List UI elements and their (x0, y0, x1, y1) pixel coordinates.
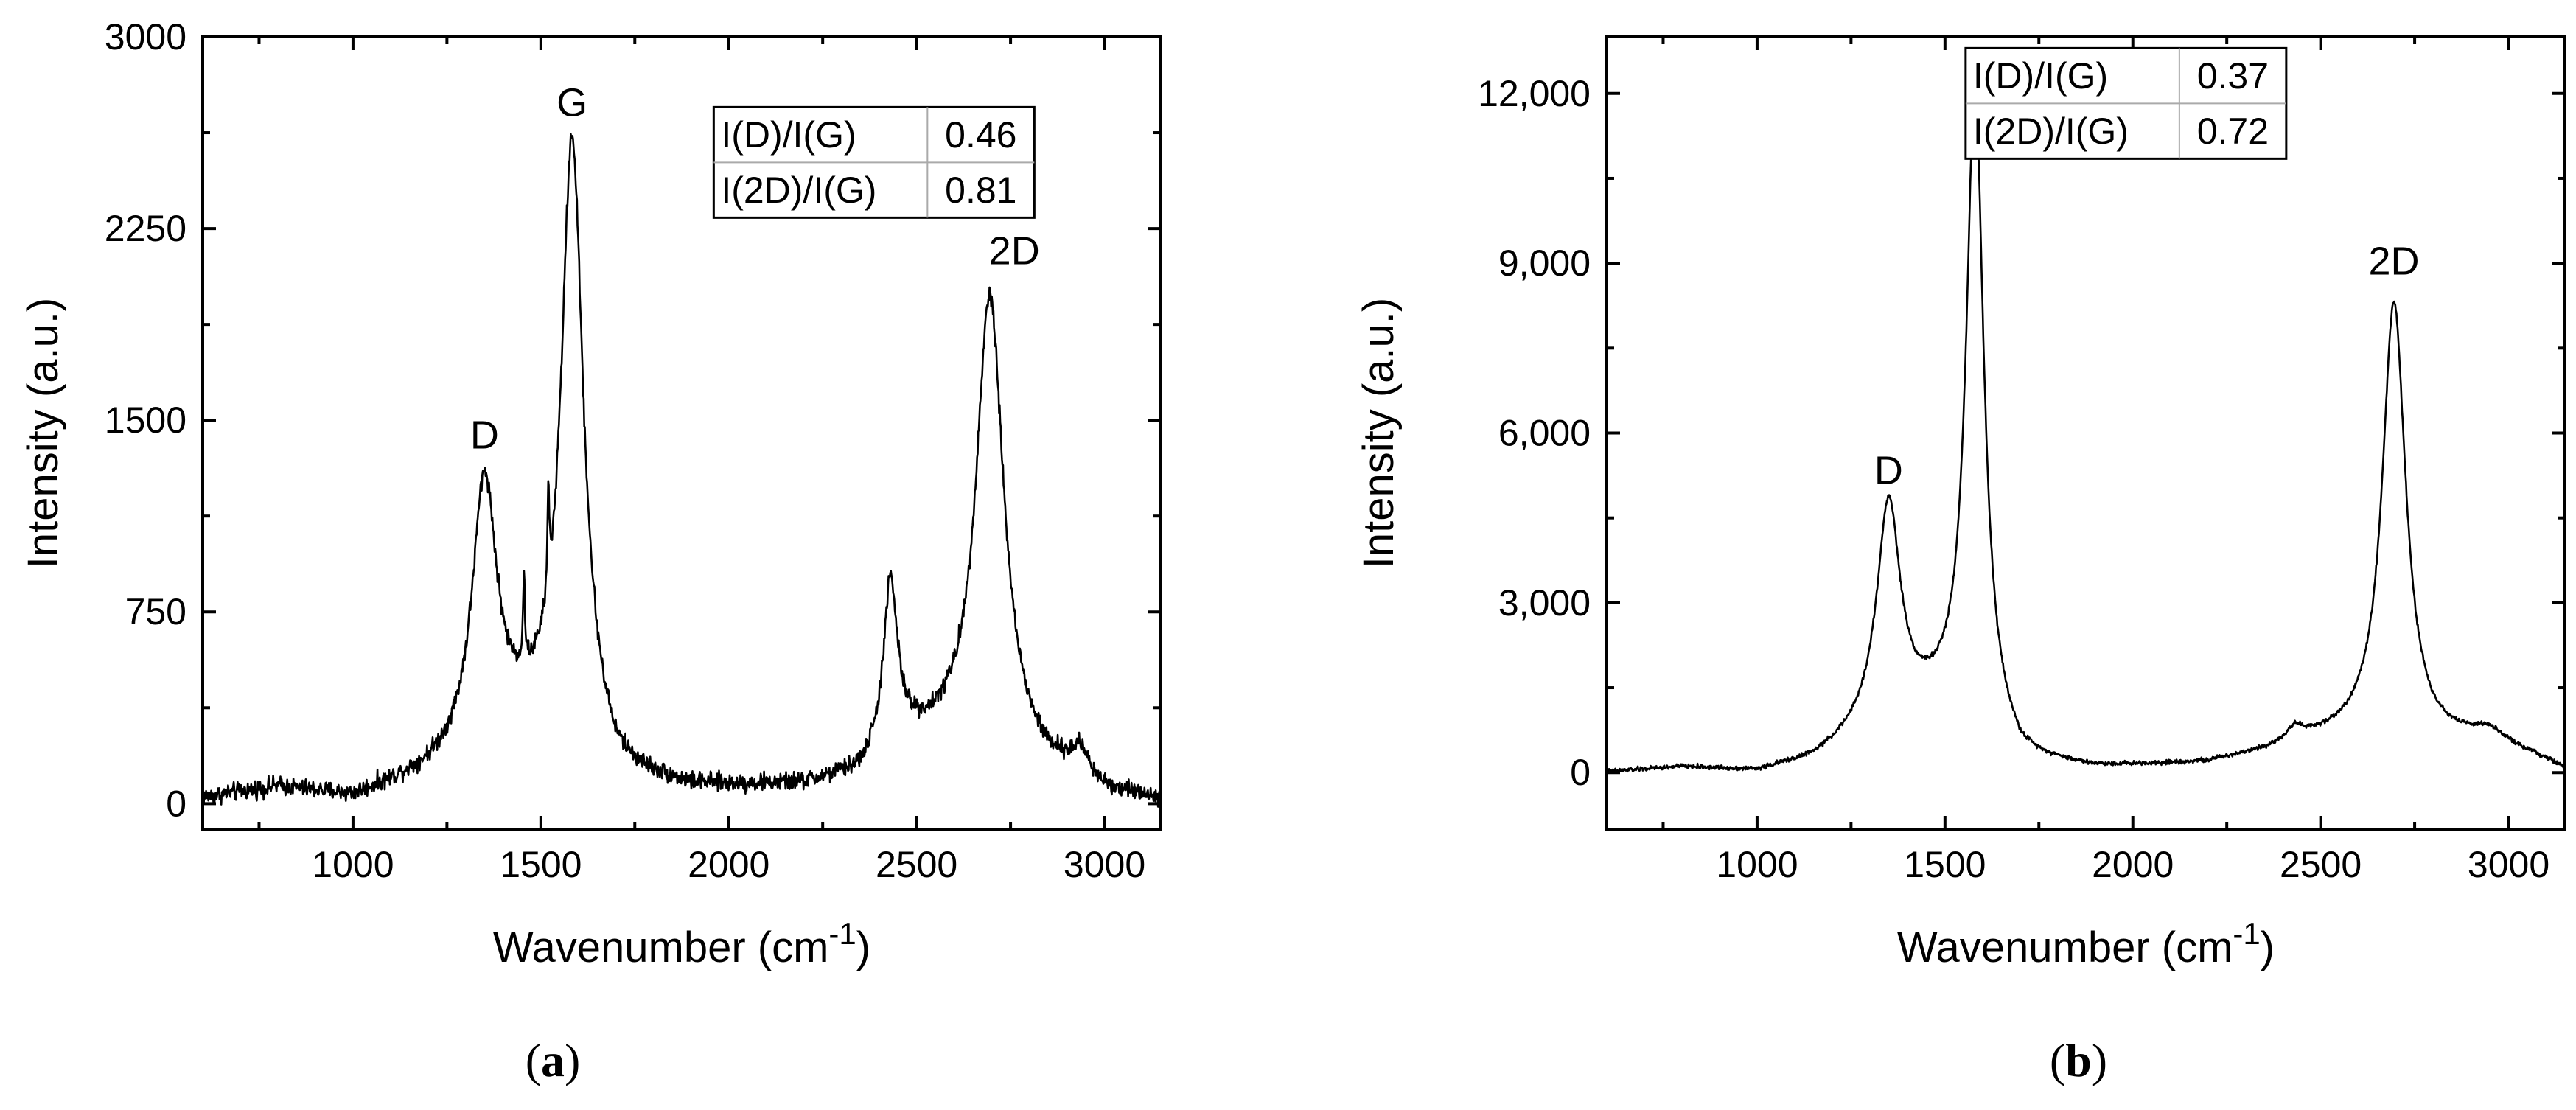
y-tick-label: 12,000 (1478, 73, 1591, 114)
y-axis-label: Intensity (a.u.) (19, 298, 67, 568)
peak-label: G (556, 81, 587, 125)
ratio-table: I(D)/I(G) 0.37 I(2D)/I(G) 0.72 (1964, 46, 2288, 160)
peak-label: 2D (2369, 240, 2420, 284)
x-axis-label-close: ) (2261, 924, 2275, 971)
ratio-value: 0.37 (2197, 55, 2269, 97)
peak-label: D (470, 413, 499, 457)
x-tick-label: 1000 (312, 844, 394, 885)
y-tick-label: 0 (1570, 752, 1591, 793)
ratio-value: 0.46 (945, 114, 1016, 156)
x-tick-label: 2500 (876, 844, 957, 885)
ratio-value: 0.72 (2197, 111, 2269, 152)
panel-caption: (b) (2050, 1034, 2107, 1086)
panel-caption: (a) (526, 1034, 581, 1086)
ratio-name: I(2D)/I(G) (721, 170, 876, 211)
y-tick-label: 0 (166, 783, 186, 824)
panel-b-chart: 1000 1500 2000 2500 3000 0 3,000 6,000 9,000 12,0… (1355, 35, 2566, 1086)
caption-close-paren: ) (565, 1034, 580, 1086)
spectrum-line (1605, 85, 2566, 775)
peak-label: 2D (989, 229, 1040, 273)
x-axis-label-text: Wavenumber (cm (1897, 924, 2233, 971)
x-axis-label: Wavenumber (cm-1) (1897, 916, 2275, 971)
caption-open-paren: ( (2050, 1034, 2065, 1086)
caption-open-paren: ( (526, 1034, 541, 1086)
x-tick-label: 2500 (2280, 844, 2362, 885)
x-tick-label: 1500 (500, 844, 582, 885)
y-tick-label: 3,000 (1498, 582, 1591, 624)
y-tick-label: 9,000 (1498, 242, 1591, 284)
x-tick-label: 2000 (2092, 844, 2174, 885)
caption-letter: a (541, 1034, 565, 1086)
x-tick-label: 2000 (688, 844, 769, 885)
spectrum-line (201, 133, 1162, 808)
x-axis-label-text: Wavenumber (cm (493, 924, 829, 971)
y-tick-label: 750 (125, 591, 186, 632)
plot-frame (201, 35, 1162, 831)
x-tick-label: 3000 (1064, 844, 1145, 885)
x-axis-label-close: ) (856, 924, 870, 971)
x-axis-label-superscript: -1 (828, 916, 856, 951)
ratio-name: I(D)/I(G) (1973, 55, 2108, 97)
x-axis-label-superscript: -1 (2233, 916, 2260, 951)
caption-close-paren: ) (2092, 1034, 2107, 1086)
ratio-name: I(2D)/I(G) (1973, 111, 2129, 152)
panel-a-chart: 1000 1500 2000 2500 3000 0 750 1500 2250 3000 Wave… (19, 16, 1162, 1086)
y-tick-label: 6,000 (1498, 413, 1591, 454)
y-tick-label: 3000 (105, 16, 186, 57)
y-tick-label: 1500 (105, 399, 186, 441)
x-tick-label: 3000 (2468, 844, 2549, 885)
x-tick-label: 1000 (1716, 844, 1798, 885)
x-tick-label: 1500 (1904, 844, 1986, 885)
ratio-name: I(D)/I(G) (721, 114, 856, 156)
x-axis-label: Wavenumber (cm-1) (493, 916, 870, 971)
peak-label: D (1874, 449, 1903, 493)
caption-letter: b (2065, 1034, 2092, 1086)
ratio-value: 0.81 (945, 170, 1016, 211)
ratio-table: I(D)/I(G) 0.46 I(2D)/I(G) 0.81 (712, 105, 1036, 219)
y-tick-label: 2250 (105, 208, 186, 249)
y-axis-label: Intensity (a.u.) (1355, 298, 1403, 568)
